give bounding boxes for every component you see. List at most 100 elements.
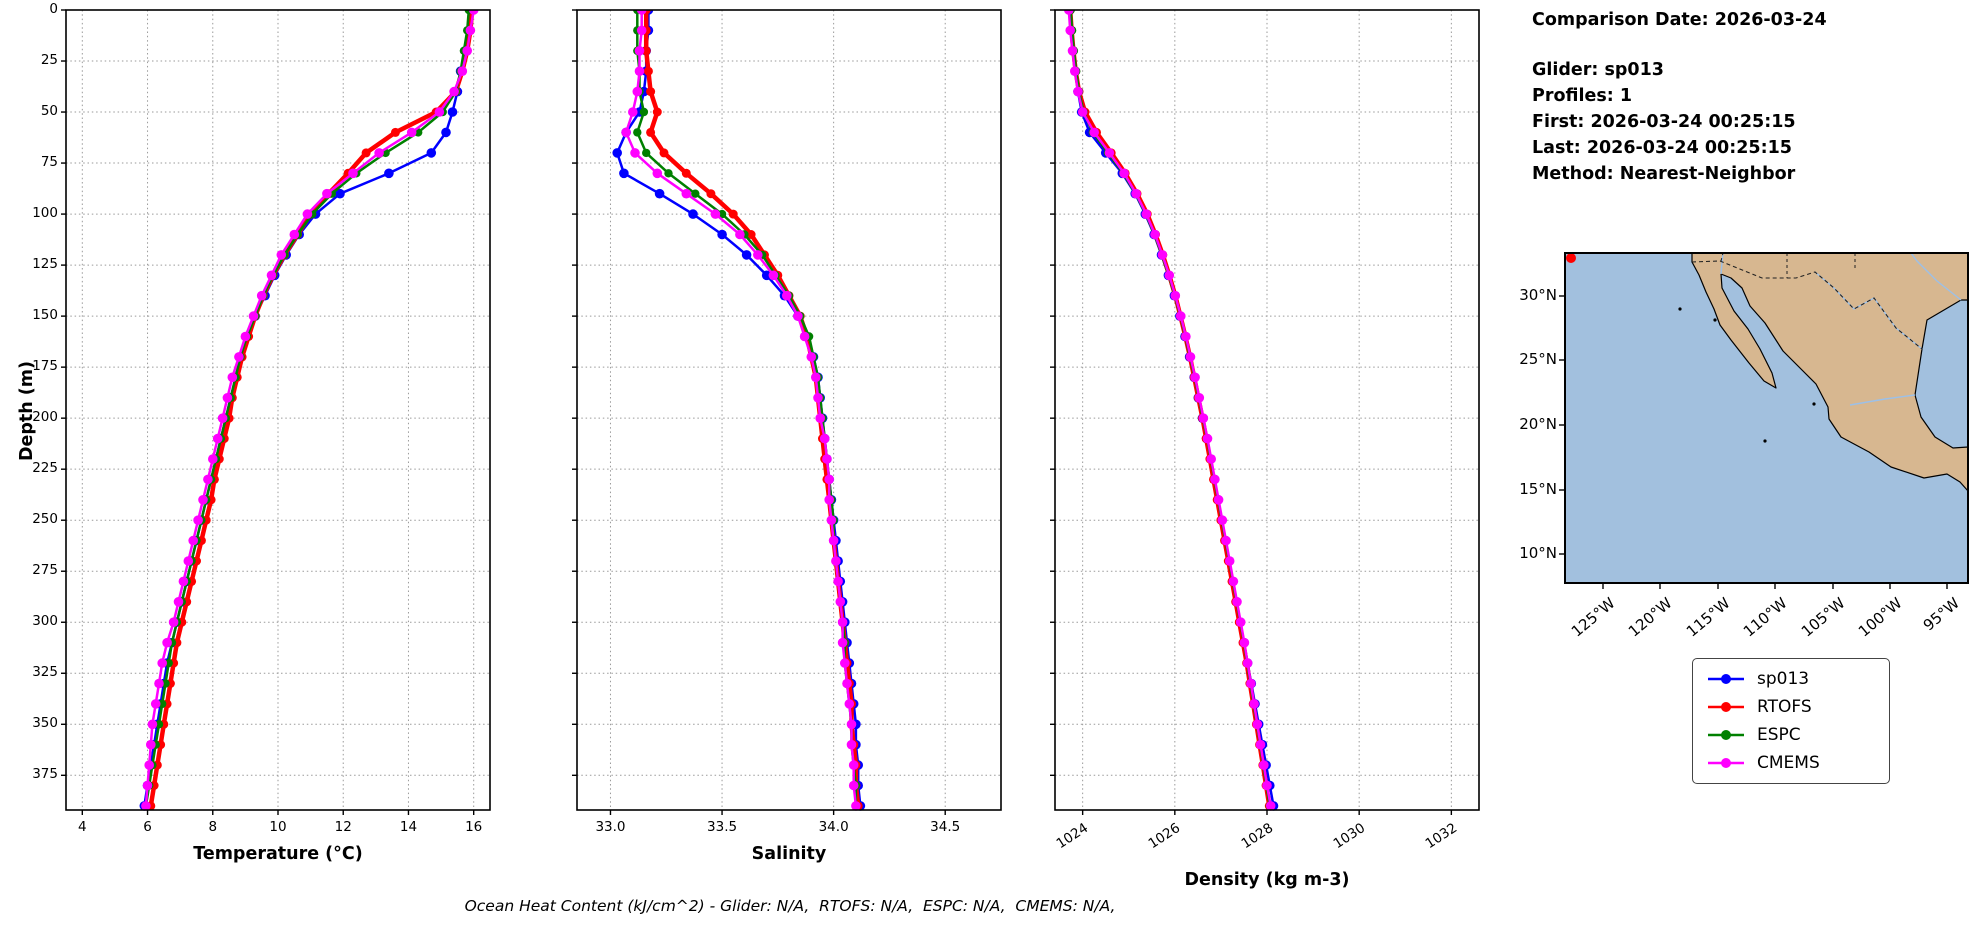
depth-tick-label: 125: [32, 256, 58, 273]
marker-ESPC: [161, 679, 170, 688]
marker-CMEMS: [227, 372, 238, 383]
marker-CMEMS: [1221, 535, 1231, 546]
marker-ESPC: [154, 720, 164, 729]
marker-CMEMS: [848, 780, 859, 791]
marker-sp013: [654, 188, 665, 199]
series-line-CMEMS: [1067, 10, 1272, 807]
island-dot: [1713, 318, 1717, 322]
marker-CMEMS: [198, 495, 208, 505]
legend-label: RTOFS: [1757, 697, 1812, 717]
marker-RTOFS: [641, 46, 651, 56]
marker-CMEMS: [374, 148, 384, 158]
glider-location-marker: [1566, 253, 1576, 263]
map-border: [1564, 252, 1969, 584]
marker-RTOFS: [652, 107, 662, 117]
location-map: 30°N 25°N 20°N 15°N 10°N 125°W 120°W 115°W 110°W…: [1519, 252, 1969, 641]
marker-RTOFS: [659, 148, 669, 158]
marker-CMEMS: [203, 474, 213, 485]
ohc-annotation: Ocean Heat Content (kJ/cm^2) - Glider: N…: [464, 897, 1116, 915]
map-lon-tick-label: 100°W: [1854, 594, 1906, 641]
depth-tick-label: 300: [32, 613, 58, 630]
depth-tick-label: 350: [32, 715, 58, 732]
river: [1720, 252, 1724, 275]
marker-CMEMS: [266, 270, 277, 281]
x-tick-label: 1030: [1330, 820, 1368, 853]
marker-CMEMS: [1073, 86, 1083, 97]
x-tick-label: 1026: [1146, 820, 1184, 853]
legend-marker-espc: [1708, 730, 1744, 740]
map-lon-tick-label: 105°W: [1797, 594, 1849, 641]
marker-RTOFS: [681, 168, 691, 178]
marker-sp013: [447, 107, 458, 117]
marker-CMEMS: [1217, 515, 1228, 525]
profile-panel-density: 1024 1026 1028 1030 1032 Density (kg m-3): [1050, 9, 1480, 890]
marker-CMEMS: [1265, 801, 1276, 811]
marker-CMEMS: [768, 270, 779, 281]
marker-RTOFS: [361, 148, 371, 158]
marker-CMEMS: [822, 454, 832, 464]
marker-CMEMS: [636, 10, 647, 15]
marker-RTOFS: [646, 87, 656, 97]
marker-CMEMS: [157, 658, 167, 668]
marker-CMEMS: [457, 66, 468, 76]
marker-CMEMS: [735, 229, 745, 240]
legend-item-rtofs: RTOFS: [1707, 697, 1875, 717]
marker-CMEMS: [188, 535, 198, 546]
marker-RTOFS: [646, 127, 656, 137]
marker-CMEMS: [1064, 10, 1074, 15]
legend-label: CMEMS: [1757, 753, 1820, 773]
depth-tick-label: 200: [32, 409, 58, 426]
marker-CMEMS: [234, 352, 244, 362]
marker-CMEMS: [837, 637, 848, 648]
series-line-CMEMS: [144, 10, 475, 806]
marker-sp013: [761, 270, 772, 281]
marker-CMEMS: [144, 760, 154, 770]
comparison-date-text: Comparison Date: 2026-03-24: [1532, 10, 1827, 30]
marker-CMEMS: [240, 331, 251, 342]
marker-ESPC: [639, 107, 649, 117]
marker-ESPC: [642, 148, 651, 158]
marker-CMEMS: [1259, 760, 1269, 770]
depth-tick-label: 250: [32, 511, 58, 528]
marker-CMEMS: [1202, 433, 1213, 444]
marker-CMEMS: [1235, 617, 1246, 627]
legend-item-cmems: CMEMS: [1707, 753, 1875, 773]
state-border-dashed: [1720, 252, 1724, 262]
marker-CMEMS: [710, 209, 721, 219]
x-tick-label: 33.0: [595, 819, 626, 835]
marker-CMEMS: [193, 515, 203, 525]
x-tick-label: 16: [465, 819, 483, 835]
x-axis-label: Temperature (°C): [193, 844, 363, 864]
marker-CMEMS: [173, 597, 184, 607]
marker-CMEMS: [1131, 188, 1141, 199]
profile-panel-temperature: 4 6 8 10 12 14 16 0 25 50 75 100 125 150 175 200 225 250 2…: [32, 1, 491, 864]
depth-tick-label: 50: [40, 103, 58, 120]
marker-CMEMS: [208, 454, 218, 464]
marker-sp013: [384, 168, 394, 179]
marker-CMEMS: [636, 25, 647, 36]
marker-CMEMS: [348, 168, 358, 179]
marker-CMEMS: [142, 780, 153, 791]
marker-CMEMS: [462, 46, 473, 56]
depth-tick-label: 0: [49, 1, 58, 17]
profile-panel-salinity: 33.0 33.5 34.0 34.5 Salinity: [572, 9, 1002, 864]
x-tick-label: 1024: [1053, 820, 1092, 853]
marker-CMEMS: [1065, 25, 1075, 36]
marker-RTOFS: [746, 230, 756, 239]
x-axis-label: Density (kg m-3): [1184, 870, 1350, 890]
plot-area: [1050, 9, 1480, 815]
marker-CMEMS: [819, 433, 830, 444]
legend-label: ESPC: [1757, 725, 1801, 745]
marker-CMEMS: [434, 107, 445, 117]
map-lon-tick-label: 125°W: [1567, 594, 1619, 641]
marker-CMEMS: [468, 10, 479, 15]
marker-CMEMS: [276, 250, 287, 260]
marker-sp013: [335, 188, 345, 199]
map-lat-tick-label: 30°N: [1519, 286, 1557, 304]
info-profiles: Profiles: 1: [1532, 86, 1633, 106]
marker-CMEMS: [846, 719, 857, 730]
legend: sp013 RTOFS ESPC CMEMS: [1692, 658, 1890, 784]
marker-CMEMS: [168, 617, 179, 627]
marker-CMEMS: [632, 86, 643, 97]
